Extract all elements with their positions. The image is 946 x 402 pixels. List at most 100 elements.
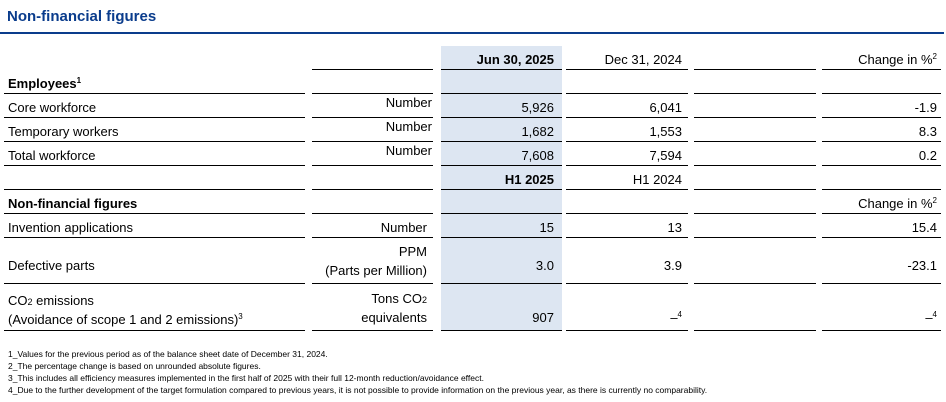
rule bbox=[441, 189, 562, 190]
rule bbox=[441, 237, 562, 238]
row-label-detail: (Avoidance of scope 1 and 2 emissions)3 bbox=[8, 312, 243, 327]
rule bbox=[441, 117, 562, 118]
row-value-2025: 3.0 bbox=[535, 258, 554, 273]
rule bbox=[4, 213, 305, 214]
row-value-2024: 6,041 bbox=[649, 100, 682, 115]
rule bbox=[4, 93, 305, 94]
rule bbox=[312, 141, 433, 142]
row-value-2025: 7,608 bbox=[521, 148, 554, 163]
rule bbox=[4, 330, 305, 331]
header-jun-2025: Jun 30, 2025 bbox=[476, 52, 554, 67]
rule bbox=[694, 141, 816, 142]
row-value-2024: –4 bbox=[670, 310, 682, 325]
rule bbox=[822, 237, 941, 238]
rule bbox=[822, 330, 941, 331]
rule bbox=[566, 330, 688, 331]
nonfin-heading: Non-financial figures bbox=[8, 196, 138, 211]
rule bbox=[441, 93, 562, 94]
header-change: Change in %2 bbox=[858, 52, 937, 67]
rule bbox=[312, 165, 433, 166]
row-label: Defective parts bbox=[8, 258, 95, 273]
rule bbox=[566, 69, 688, 70]
rule bbox=[312, 213, 433, 214]
header-h1-2024: H1 2024 bbox=[632, 172, 682, 187]
rule bbox=[694, 117, 816, 118]
footnote-1: 1_Values for the previous period as of t… bbox=[8, 349, 328, 359]
footnote-3: 3_This includes all efficiency measures … bbox=[8, 373, 484, 383]
rule bbox=[822, 141, 941, 142]
row-value-2024: 3.9 bbox=[663, 258, 682, 273]
row-unit: PPM bbox=[398, 244, 427, 259]
rule bbox=[441, 283, 562, 284]
row-value-2025: 907 bbox=[532, 310, 554, 325]
row-value-2025: 15 bbox=[539, 220, 554, 235]
rule bbox=[566, 93, 688, 94]
rule bbox=[441, 69, 562, 70]
rule bbox=[694, 189, 816, 190]
row-change: 15.4 bbox=[911, 220, 937, 235]
header-h1-2025: H1 2025 bbox=[504, 172, 554, 187]
rule bbox=[694, 283, 816, 284]
rule bbox=[4, 283, 305, 284]
rule bbox=[822, 283, 941, 284]
row-change: 0.2 bbox=[918, 148, 937, 163]
rule bbox=[4, 165, 305, 166]
rule bbox=[312, 117, 433, 118]
rule bbox=[566, 213, 688, 214]
row-change: –4 bbox=[925, 310, 937, 325]
rule bbox=[566, 283, 688, 284]
rule bbox=[441, 213, 562, 214]
rule bbox=[694, 330, 816, 331]
rule bbox=[822, 117, 941, 118]
rule bbox=[822, 69, 941, 70]
rule bbox=[441, 141, 562, 142]
row-label: Temporary workers bbox=[8, 124, 119, 139]
footnote-2: 2_The percentage change is based on unro… bbox=[8, 361, 261, 371]
rule bbox=[822, 189, 941, 190]
row-unit: Number bbox=[385, 119, 432, 134]
rule bbox=[312, 69, 433, 70]
row-value-2024: 7,594 bbox=[649, 148, 682, 163]
row-label: Total workforce bbox=[8, 148, 96, 163]
rule bbox=[441, 330, 562, 331]
row-value-2024: 1,553 bbox=[649, 124, 682, 139]
rule bbox=[694, 213, 816, 214]
rule bbox=[4, 117, 305, 118]
row-unit: Tons CO2 bbox=[371, 291, 427, 306]
rule bbox=[4, 237, 305, 238]
footnote-4: 4_Due to the further development of the … bbox=[8, 385, 708, 395]
row-label: Invention applications bbox=[8, 220, 134, 235]
row-unit: Number bbox=[380, 220, 427, 235]
rule bbox=[566, 141, 688, 142]
row-value-2024: 13 bbox=[667, 220, 682, 235]
rule bbox=[566, 189, 688, 190]
nonfin-change-header: Change in %2 bbox=[858, 196, 937, 211]
rule bbox=[4, 189, 305, 190]
row-value-2025: 1,682 bbox=[521, 124, 554, 139]
rule bbox=[694, 165, 816, 166]
rule bbox=[566, 117, 688, 118]
row-value-2025: 5,926 bbox=[521, 100, 554, 115]
page-title: Non-financial figures bbox=[7, 8, 157, 25]
row-unit: Number bbox=[385, 95, 432, 110]
row-change: -23.1 bbox=[907, 258, 937, 273]
rule bbox=[566, 237, 688, 238]
rule bbox=[566, 165, 688, 166]
row-label: Core workforce bbox=[8, 100, 97, 115]
rule bbox=[312, 330, 433, 331]
rule bbox=[694, 237, 816, 238]
row-unit: Number bbox=[385, 143, 432, 158]
rule bbox=[312, 93, 433, 94]
row-change: -1.9 bbox=[914, 100, 937, 115]
rule bbox=[694, 93, 816, 94]
rule bbox=[4, 141, 305, 142]
rule bbox=[441, 165, 562, 166]
title-bar: Non-financial figures bbox=[0, 0, 944, 34]
row-unit-detail: (Parts per Million) bbox=[325, 263, 427, 278]
row-unit-detail: equivalents bbox=[361, 310, 427, 325]
header-dec-2024: Dec 31, 2024 bbox=[604, 52, 682, 67]
row-change: 8.3 bbox=[918, 124, 937, 139]
rule bbox=[822, 93, 941, 94]
row-label: CO2 emissions bbox=[8, 293, 94, 308]
rule bbox=[312, 189, 433, 190]
